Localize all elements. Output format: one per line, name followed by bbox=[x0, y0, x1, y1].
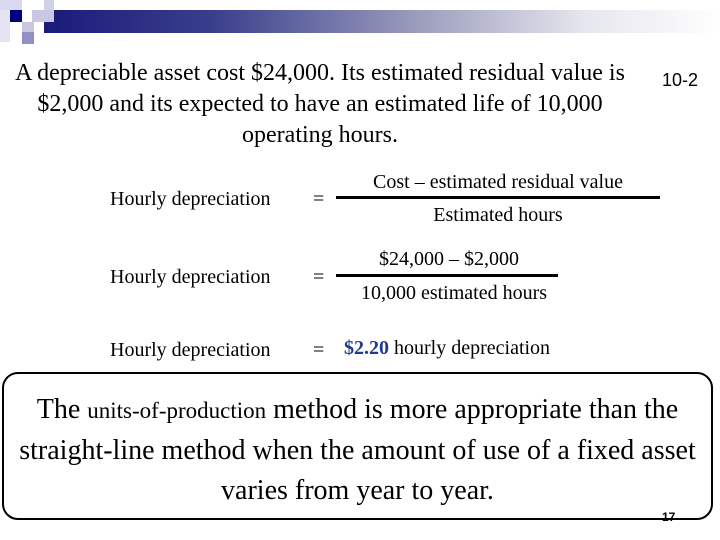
substitution-numerator: $24,000 – $2,000 bbox=[379, 248, 519, 270]
result-text: $2.20 hourly depreciation bbox=[344, 337, 550, 360]
callout-emphasis: units-of-production bbox=[87, 398, 267, 423]
formula-equals: = bbox=[313, 188, 325, 210]
substitution-label: Hourly depreciation bbox=[110, 266, 271, 288]
callout-part: method is more appropriate than the stra… bbox=[19, 394, 696, 506]
header-gradient-bar bbox=[44, 10, 720, 33]
formula-label: Hourly depreciation bbox=[110, 188, 271, 210]
result-suffix: hourly depreciation bbox=[394, 337, 551, 359]
formula-denominator: Estimated hours bbox=[433, 204, 563, 226]
result-label: Hourly depreciation bbox=[110, 339, 271, 361]
intro-text: A depreciable asset cost $24,000. Its es… bbox=[15, 60, 625, 148]
substitution-denominator: 10,000 estimated hours bbox=[360, 282, 548, 304]
callout-box bbox=[2, 372, 713, 520]
decorative-squares bbox=[0, 0, 60, 45]
chapter-code: 10-2 bbox=[662, 70, 699, 90]
page-number: 17 bbox=[662, 510, 676, 524]
formula-numerator: Cost – estimated residual value bbox=[373, 171, 623, 193]
callout-part: The bbox=[36, 394, 88, 425]
substitution-equals: = bbox=[313, 266, 325, 288]
result-equals: = bbox=[313, 339, 325, 361]
fraction-bar bbox=[336, 274, 558, 277]
callout-text: The units-of-production method is more a… bbox=[2, 390, 713, 511]
result-value: $2.20 bbox=[344, 337, 389, 359]
fraction-bar bbox=[336, 196, 660, 199]
